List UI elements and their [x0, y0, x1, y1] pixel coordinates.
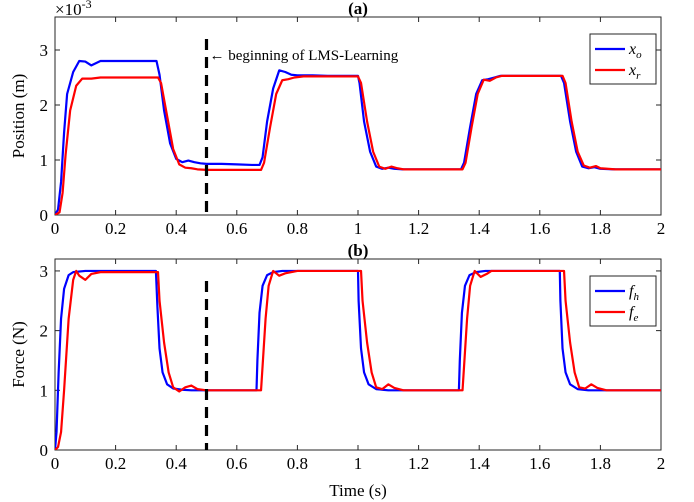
x-tick-label: 1.8 — [590, 454, 611, 473]
x-tick-label: 1.6 — [529, 219, 550, 238]
panel-title: (a) — [348, 0, 368, 18]
y-tick-label: 2 — [40, 96, 49, 115]
x-tick-label: 1 — [354, 219, 363, 238]
x-tick-label: 0.4 — [166, 454, 188, 473]
series-line-x-r — [55, 76, 661, 215]
series-line-x-o — [55, 61, 661, 215]
x-tick-label: 0.6 — [226, 454, 247, 473]
series-line-f-h — [55, 271, 661, 450]
panel-title: (b) — [348, 241, 369, 260]
legend-entry-sub: e — [633, 312, 638, 324]
x-tick-label: 0.2 — [105, 219, 126, 238]
x-tick-label: 1.2 — [408, 219, 429, 238]
y-scale-exponent: -3 — [82, 0, 92, 11]
x-tick-label: 0 — [51, 454, 60, 473]
x-tick-label: 1 — [354, 454, 363, 473]
y-tick-label: 0 — [40, 206, 49, 225]
x-tick-label: 0.8 — [287, 454, 308, 473]
legend-box — [590, 34, 656, 84]
y-scale-factor: ×10-3 — [55, 0, 92, 19]
x-tick-label: 0.6 — [226, 219, 247, 238]
y-tick-label: 3 — [40, 41, 49, 60]
annotation-text: ← beginning of LMS-Learning — [210, 48, 399, 64]
legend-entry-sub: o — [636, 49, 642, 61]
x-tick-label: 2 — [657, 454, 666, 473]
y-axis-label: Position (m) — [9, 74, 28, 159]
y-tick-label: 1 — [40, 381, 49, 400]
legend-entry-sub: r — [636, 70, 641, 82]
x-tick-label: 0 — [51, 219, 60, 238]
legend-entry-sub: h — [633, 291, 639, 303]
x-tick-label: 0.2 — [105, 454, 126, 473]
x-tick-label: 1.8 — [590, 219, 611, 238]
legend-box — [590, 276, 656, 326]
x-tick-label: 2 — [657, 219, 666, 238]
x-tick-label: 0.4 — [166, 219, 188, 238]
x-tick-label: 0.8 — [287, 219, 308, 238]
x-tick-label: 1.2 — [408, 454, 429, 473]
y-tick-label: 0 — [40, 441, 49, 460]
y-tick-label: 1 — [40, 151, 49, 170]
x-tick-label: 1.4 — [469, 219, 491, 238]
y-tick-label: 2 — [40, 322, 49, 341]
x-tick-label: 1.4 — [469, 454, 491, 473]
y-axis-label: Force (N) — [9, 321, 28, 388]
y-tick-label: 3 — [40, 262, 49, 281]
x-axis-label: Time (s) — [329, 481, 386, 500]
x-tick-label: 1.6 — [529, 454, 550, 473]
panel-a: 0 0.2 0.4 0.6 0.8 1 1.2 1.4 1.6 1.8 2 0 1 2 3 (a) ×10-3 P… — [9, 0, 665, 238]
panel-b: 0 0.2 0.4 0.6 0.8 1 1.2 1.4 1.6 1.8 2 0 1 2 3 (b) Force … — [9, 241, 665, 500]
